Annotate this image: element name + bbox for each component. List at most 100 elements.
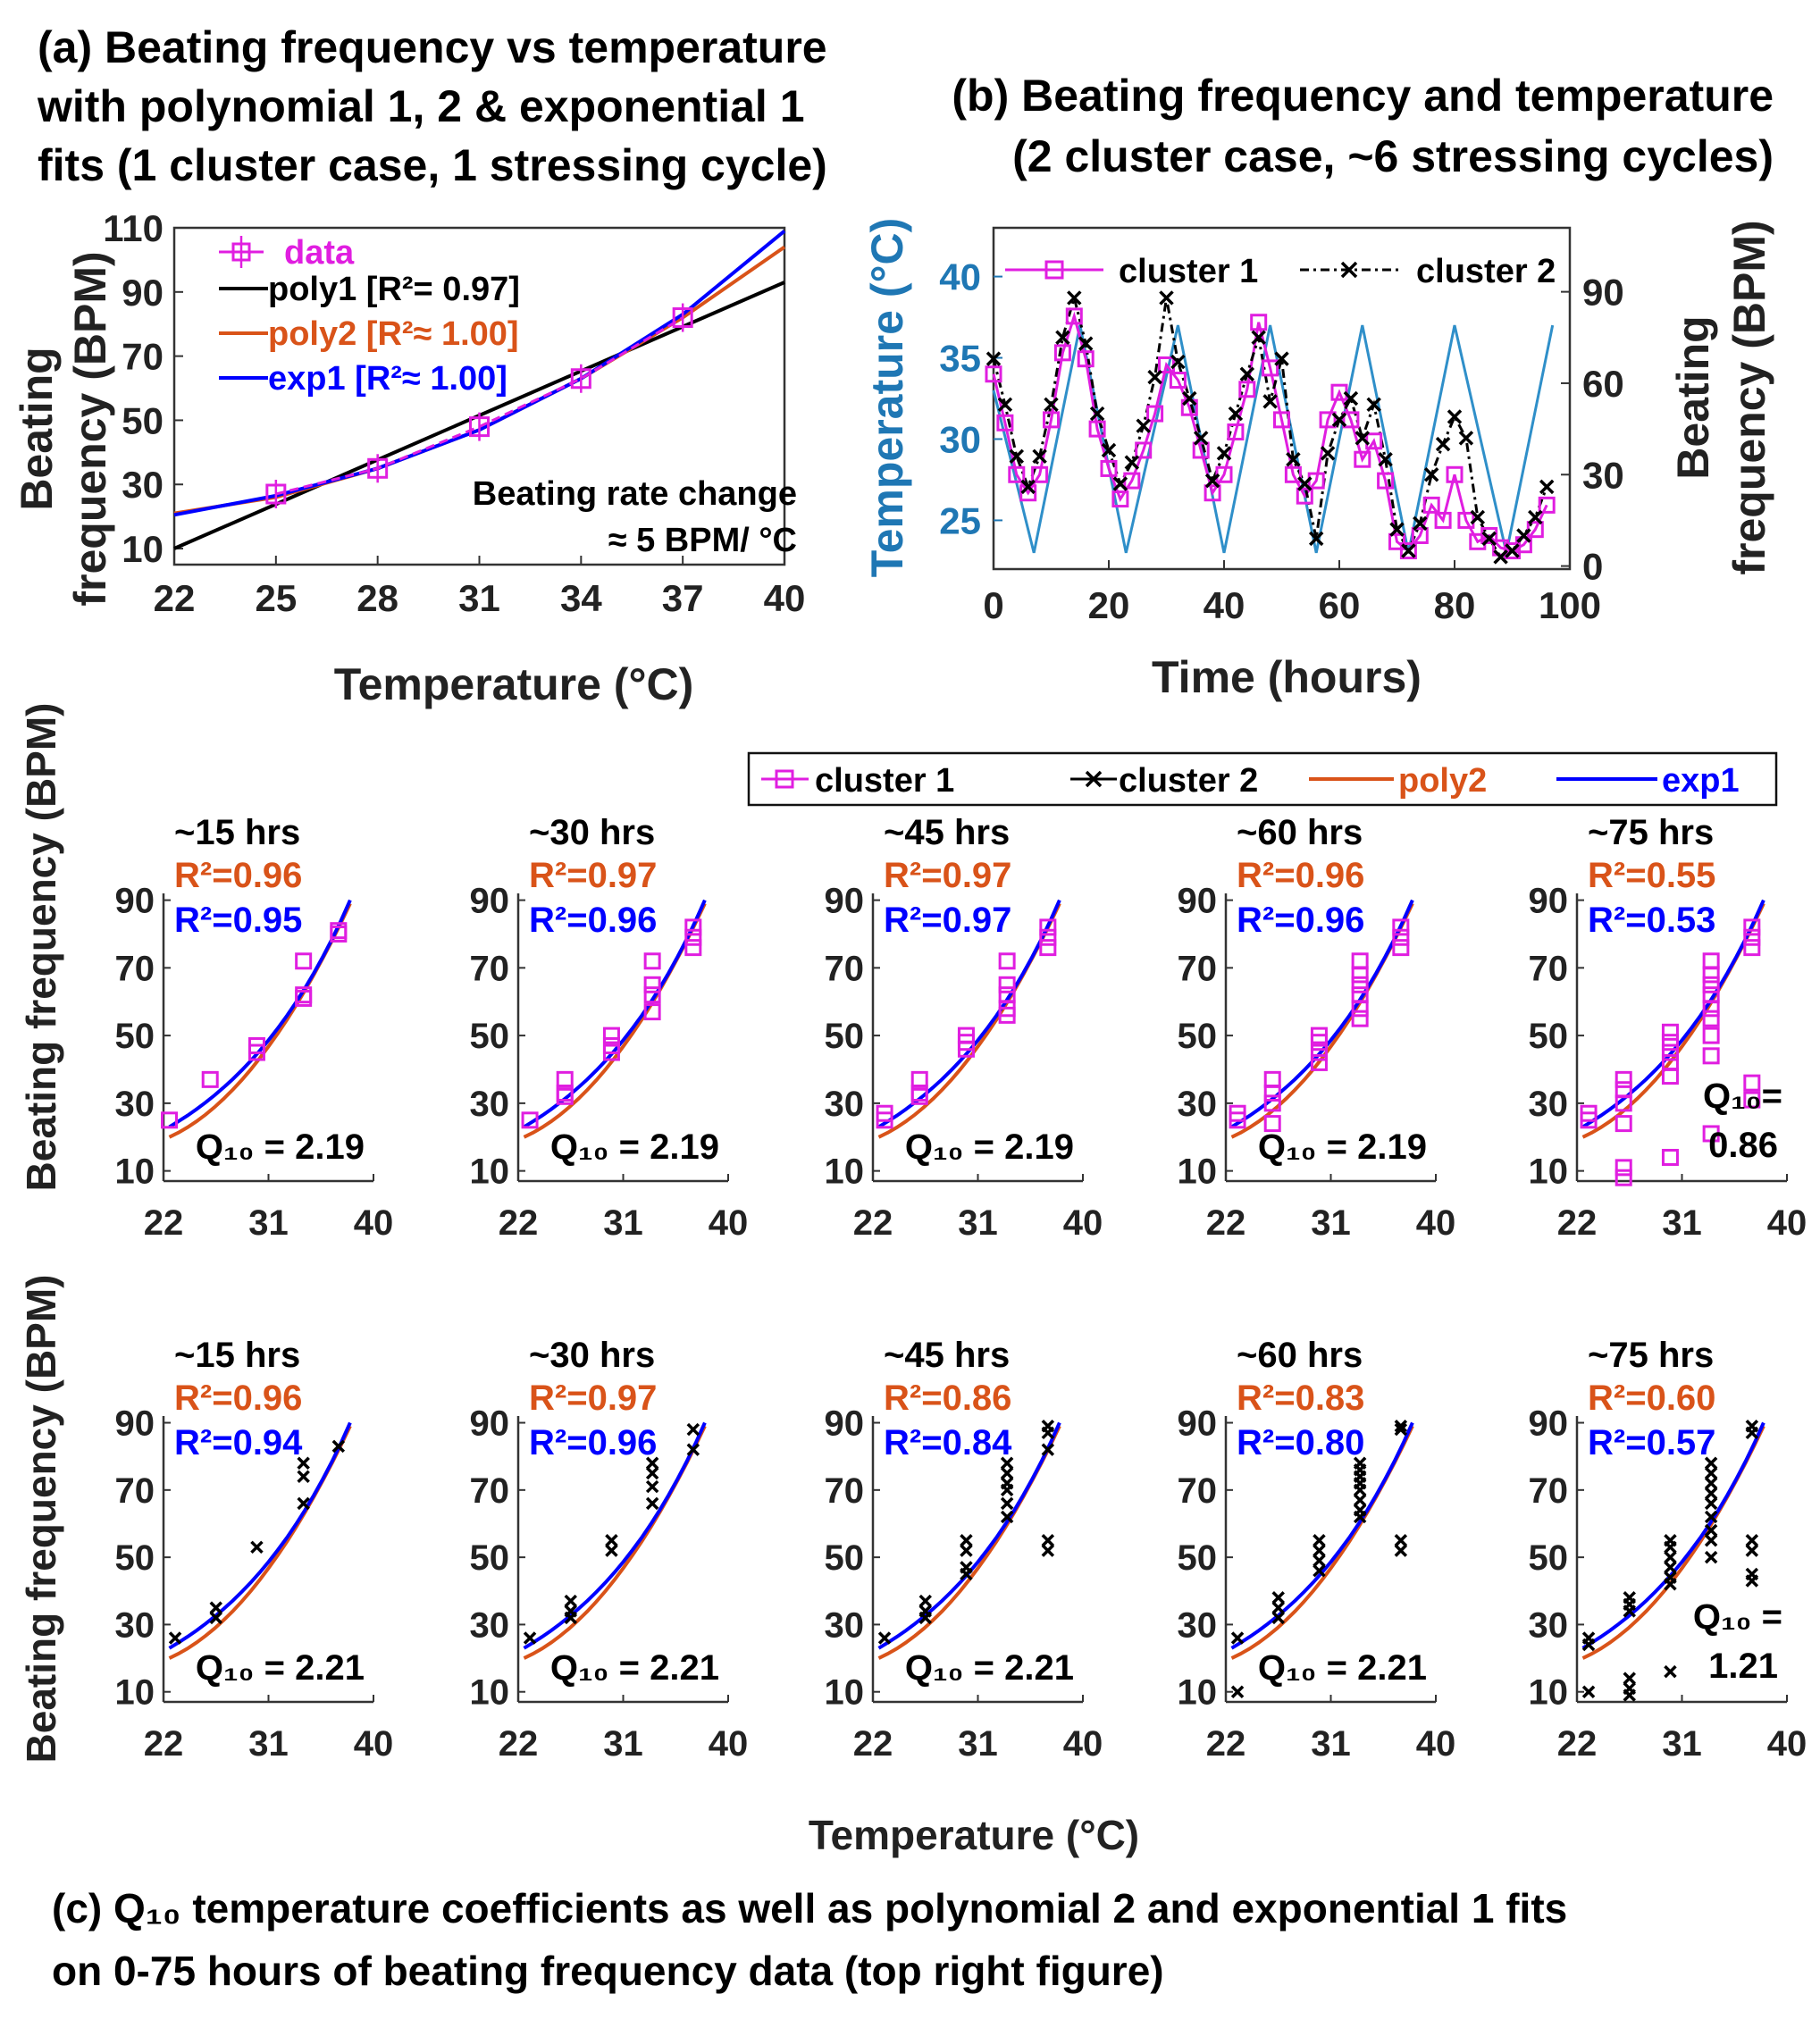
panel-c-cluster-2-point bbox=[1704, 1487, 1718, 1500]
panel-b-cluster-2-point bbox=[1378, 451, 1393, 467]
panel-c-cluster-2-point bbox=[1623, 1605, 1636, 1618]
panel-c-r2-exp1: R²=0.96 bbox=[529, 1423, 657, 1462]
panel-b-plot-frame bbox=[992, 226, 1572, 571]
panel-b-cluster-2-point bbox=[1112, 476, 1128, 491]
panel-c-cluster-1-point bbox=[1743, 1074, 1761, 1092]
panel-c-cluster-1-point bbox=[1229, 1111, 1246, 1129]
panel-b-xlabel: Time (hours) bbox=[1152, 652, 1422, 702]
panel-c-cluster-2-point bbox=[1623, 1672, 1636, 1685]
panel-c-cluster-2-point bbox=[1704, 1523, 1718, 1538]
panel-c-exp1-curve bbox=[523, 899, 707, 1129]
panel-c-ytick-label: 10 bbox=[115, 1152, 155, 1192]
panel-c-cluster-2-point bbox=[1664, 1561, 1677, 1574]
panel-a-ytick-label: 50 bbox=[122, 399, 164, 441]
panel-c-ytick-label: 50 bbox=[470, 1017, 510, 1056]
panel-b-cluster-1-point bbox=[1008, 465, 1026, 483]
panel-a-xtick-label: 31 bbox=[458, 577, 500, 619]
panel-c-cluster-1-point bbox=[1263, 1094, 1281, 1112]
panel-c-xtick-label: 40 bbox=[354, 1724, 394, 1764]
panel-b-cluster-1-point bbox=[1065, 307, 1083, 325]
panel-c-ytick-label: 70 bbox=[825, 1471, 865, 1511]
panel-b-cluster-1-point bbox=[985, 365, 1002, 383]
panel-c-cluster-2-point bbox=[1664, 1550, 1677, 1564]
panel-c-xtick-label: 31 bbox=[958, 1203, 998, 1243]
panel-b-cluster-2-point bbox=[1308, 531, 1324, 547]
panel-b-cluster-1-point bbox=[1227, 423, 1245, 441]
panel-a-xtick-label: 25 bbox=[255, 577, 297, 619]
panel-b-legend-marker-cluster-1 bbox=[1044, 260, 1064, 280]
panel-c-ytick-label: 70 bbox=[470, 949, 510, 988]
panel-c-cluster-2-point bbox=[331, 1439, 346, 1454]
panel-c-ytick-label: 30 bbox=[115, 1605, 155, 1645]
panel-c-cluster-2-point bbox=[686, 1422, 700, 1437]
panel-a-ytick-label: 110 bbox=[103, 207, 164, 249]
panel-c-cluster-1-point bbox=[1615, 1094, 1632, 1112]
panel-c-time-label: ~30 hrs bbox=[529, 1336, 655, 1375]
panel-c-cluster-1-point bbox=[998, 1006, 1016, 1024]
panel-b-cluster-1-point bbox=[1204, 484, 1221, 502]
panel-b-cluster-2-point bbox=[1435, 436, 1451, 452]
panel-b-cluster-1-point bbox=[1169, 372, 1187, 390]
panel-c-cluster-2-point bbox=[1353, 1510, 1367, 1524]
panel-c-cluster-2-point bbox=[1041, 1544, 1055, 1557]
panel-c-cluster-2-point bbox=[297, 1496, 310, 1511]
panel-c-row2-subplot: 22 31 40 10 30 50 70 90 ~15 hrs R²=0.96 R²=0.94 Q₁₀… bbox=[115, 1336, 394, 1764]
panel-b-cluster-2-point bbox=[1516, 528, 1531, 543]
panel-c-cluster-1-point bbox=[684, 918, 702, 936]
panel-c-q10-label: Q₁₀ = 2.19 bbox=[1258, 1127, 1427, 1167]
panel-c-xtick-label: 31 bbox=[1662, 1724, 1702, 1764]
panel-c-cluster-2-point bbox=[1041, 1443, 1055, 1456]
panel-c-xtick-label: 31 bbox=[603, 1203, 643, 1243]
panel-c-cluster-2-point bbox=[1271, 1611, 1285, 1625]
panel-c-q10-label: Q₁₀ = 2.19 bbox=[550, 1127, 719, 1167]
panel-c-cluster-1-point bbox=[1743, 918, 1761, 936]
panel-a-data-point bbox=[469, 416, 490, 438]
panel-c-cluster-2-point bbox=[1313, 1554, 1326, 1568]
panel-c-cluster-2-point bbox=[960, 1544, 973, 1557]
panel-c-xtick-label: 31 bbox=[1662, 1203, 1702, 1243]
panel-c-cluster-2-point bbox=[645, 1456, 659, 1470]
panel-c-cluster-2-point bbox=[1704, 1466, 1718, 1480]
panel-c-cluster-2-point bbox=[1704, 1477, 1718, 1490]
panel-b-cluster-1-point bbox=[1296, 487, 1313, 505]
panel-a-annotation-line-2: ≈ 5 BPM/ °C bbox=[608, 522, 797, 559]
panel-a-xtick-label: 34 bbox=[560, 577, 602, 619]
panel-b-cluster-1-point bbox=[1480, 526, 1498, 544]
panel-c-exp1-curve bbox=[1230, 899, 1414, 1129]
panel-a-xtick-label: 40 bbox=[764, 577, 806, 619]
panel-a-xtick-label: 37 bbox=[662, 577, 704, 619]
panel-c-row1-ylabel: Beating frequency (BPM) bbox=[18, 703, 64, 1192]
panel-a-xtick-label: 28 bbox=[356, 577, 398, 619]
panel-c-xtick-label: 22 bbox=[1557, 1724, 1598, 1764]
panel-c-cluster-1-point bbox=[1039, 928, 1057, 946]
panel-b-cluster-2-point bbox=[1020, 479, 1036, 495]
panel-b-cluster-2-point bbox=[1528, 509, 1543, 525]
panel-b-cluster-1-point bbox=[1053, 344, 1071, 362]
panel-a-data-point bbox=[367, 457, 389, 479]
panel-c-cluster-1-point bbox=[910, 1070, 928, 1088]
panel-c-ytick-label: 90 bbox=[825, 882, 865, 921]
panel-c-cluster-1-point bbox=[201, 1070, 219, 1088]
panel-b-cluster-1-line bbox=[992, 311, 1548, 553]
panel-b-cluster-1-point bbox=[1399, 542, 1417, 560]
panel-b-cluster-2-point bbox=[1067, 290, 1082, 306]
panel-c-cluster-1-point bbox=[1392, 939, 1410, 957]
panel-b-cluster-2-point bbox=[1182, 390, 1197, 406]
panel-c-r2-exp1: R²=0.97 bbox=[884, 901, 1011, 940]
panel-b-cluster-2-point bbox=[1089, 406, 1105, 422]
panel-c-xtick-label: 31 bbox=[248, 1724, 289, 1764]
panel-c-cluster-2-point bbox=[1664, 1664, 1677, 1679]
panel-c-cluster-2-point bbox=[605, 1544, 618, 1557]
panel-c-cluster-1-point bbox=[1263, 1085, 1281, 1102]
panel-c-time-label: ~60 hrs bbox=[1237, 813, 1363, 852]
panel-c-r2-exp1: R²=0.94 bbox=[174, 1423, 303, 1462]
panel-a-legend-label-data: data bbox=[284, 234, 355, 272]
panel-c-xtick-label: 31 bbox=[603, 1724, 643, 1764]
panel-b-ylabel-left: Temperature (°C) bbox=[862, 218, 912, 577]
panel-c-ytick-label: 10 bbox=[1529, 1673, 1569, 1713]
panel-c-cluster-1-point bbox=[602, 1043, 620, 1061]
panel-c-r2-poly2: R²=0.55 bbox=[1588, 856, 1715, 895]
panel-c-cluster-1-point bbox=[876, 1111, 893, 1129]
panel-c-ytick-label: 30 bbox=[1178, 1085, 1218, 1124]
panel-c-ytick-label: 30 bbox=[1529, 1605, 1569, 1645]
